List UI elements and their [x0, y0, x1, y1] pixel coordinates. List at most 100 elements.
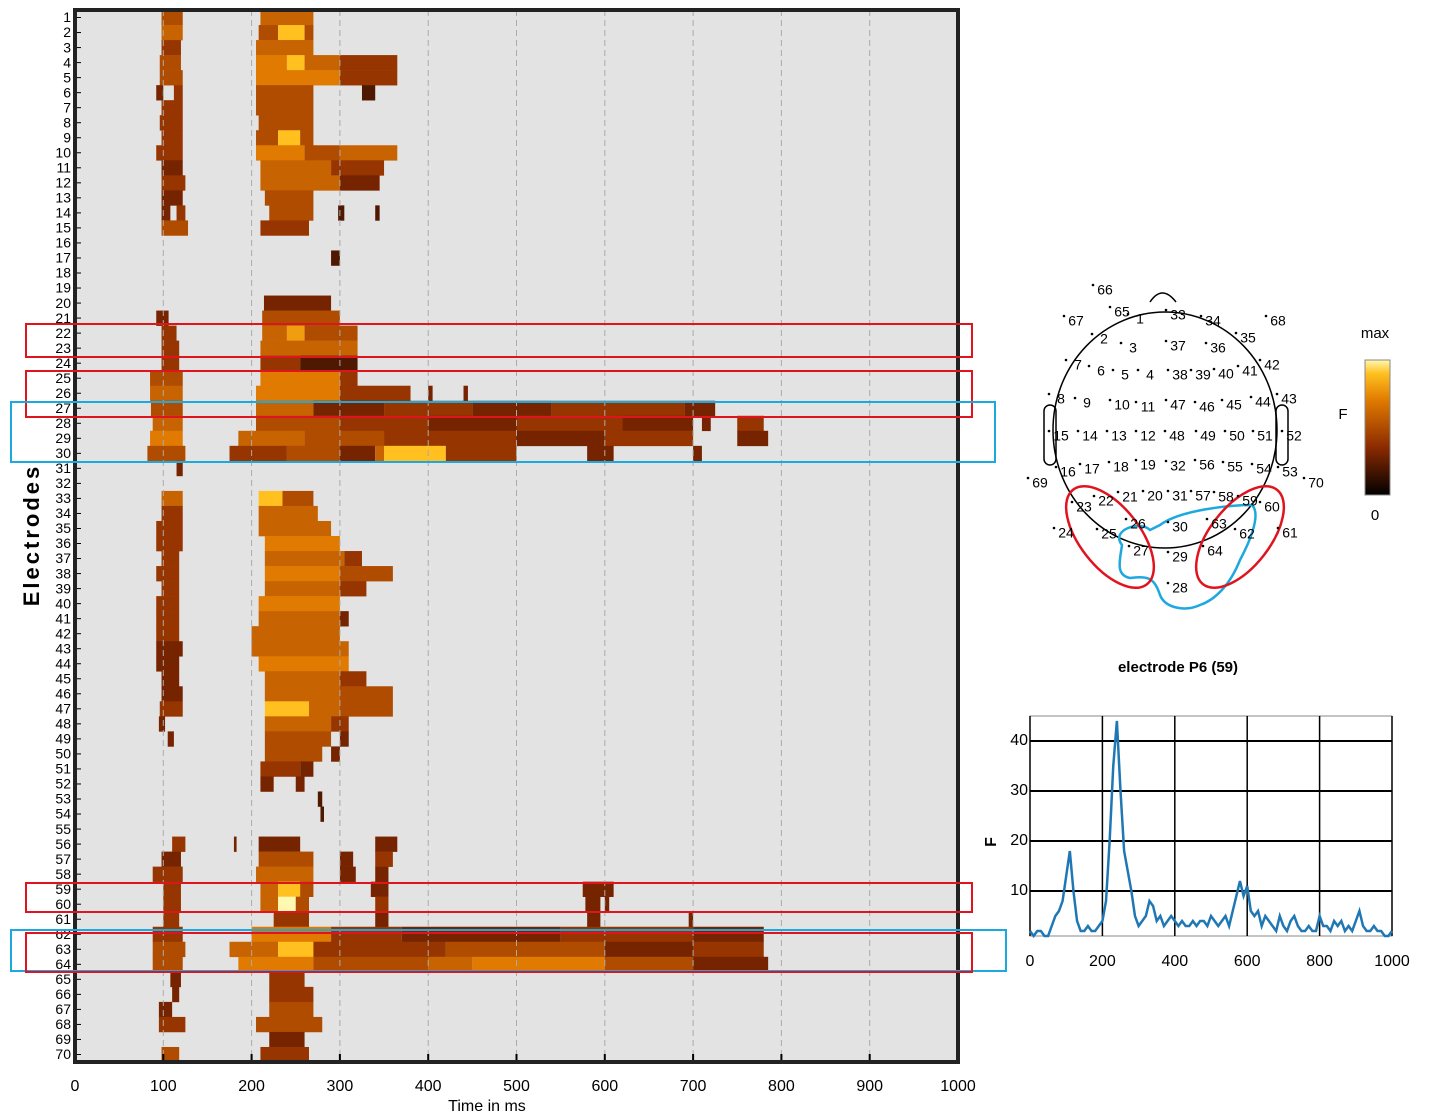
- heat-cell: [161, 340, 180, 356]
- heat-cell: [338, 205, 345, 221]
- electrode-label: 29: [1172, 549, 1188, 565]
- electrode-label: 45: [1226, 397, 1242, 413]
- y-tick-label: 46: [55, 686, 71, 702]
- electrode-dot: [1105, 429, 1109, 433]
- heat-cell: [161, 505, 183, 522]
- heat-cell: [161, 10, 183, 26]
- heat-cell: [516, 415, 623, 432]
- heat-cell: [161, 40, 181, 56]
- heat-cell: [152, 866, 183, 882]
- ear: [1275, 404, 1289, 466]
- electrode-label: 8: [1057, 391, 1065, 407]
- heat-cell: [229, 445, 287, 462]
- heat-cell: [256, 70, 340, 86]
- heat-cell: [260, 220, 309, 236]
- electrode-dot: [1090, 332, 1094, 336]
- y-tick-label: 57: [55, 851, 71, 867]
- heat-cell: [264, 581, 340, 597]
- highlight-box: [25, 370, 973, 418]
- heat-cell: [152, 956, 183, 973]
- heat-cell: [150, 370, 183, 387]
- heat-cell: [258, 505, 318, 522]
- heat-cell: [238, 956, 314, 973]
- heat-cell: [384, 400, 473, 417]
- heat-cell: [463, 385, 468, 402]
- heat-cell: [260, 160, 332, 176]
- heat-cell: [295, 776, 305, 792]
- heat-cell: [256, 40, 314, 56]
- heat-cell: [159, 115, 183, 131]
- electrode-dot: [1166, 520, 1170, 524]
- y-tick-label: 42: [55, 625, 71, 641]
- x-tick-label: 800: [768, 1078, 795, 1095]
- x-tick-label: 500: [503, 1078, 530, 1095]
- heat-cell: [156, 641, 183, 657]
- y-tick-label: 67: [55, 1001, 71, 1017]
- electrode-label: 17: [1084, 461, 1100, 477]
- y-tick-label: 43: [55, 640, 71, 656]
- heat-cell: [258, 490, 283, 507]
- heat-cell: [263, 295, 332, 311]
- electrode-label: 1: [1136, 311, 1144, 327]
- heat-cell: [156, 85, 164, 101]
- electrode-label: 51: [1257, 428, 1273, 444]
- electrode-label: 5: [1121, 367, 1129, 383]
- heat-cell: [286, 55, 305, 71]
- heat-cell: [304, 145, 340, 161]
- electrode-label: 57: [1195, 488, 1211, 504]
- heat-cell: [331, 160, 385, 176]
- heat-cell: [428, 415, 517, 432]
- electrode-label: 23: [1076, 499, 1092, 515]
- heat-cell: [278, 941, 314, 958]
- electrode-label: 21: [1122, 489, 1138, 505]
- highlight-box: [10, 401, 996, 463]
- y-tick-label: 40: [55, 595, 71, 611]
- electrode-dot: [1234, 331, 1238, 335]
- heat-cell: [256, 400, 314, 417]
- electrode-dot: [1073, 396, 1077, 400]
- heat-cell: [264, 701, 309, 717]
- electrode-label: 47: [1170, 397, 1186, 413]
- heat-cell: [161, 581, 180, 597]
- heat-cell: [701, 415, 711, 432]
- heat-cell: [304, 25, 314, 41]
- heat-cell: [256, 1016, 323, 1033]
- heat-cell: [150, 430, 183, 447]
- electrode-dot: [1220, 398, 1224, 402]
- heat-cell: [156, 611, 180, 627]
- y-tick-label: 55: [55, 821, 71, 837]
- electrode-dot: [1126, 312, 1130, 316]
- heat-cell: [693, 445, 702, 462]
- heat-cell: [172, 986, 180, 1003]
- y-tick-label: 61: [55, 911, 71, 927]
- heat-cell: [161, 100, 183, 116]
- heat-cell: [339, 370, 358, 387]
- y-axis-label: F: [983, 837, 1000, 847]
- electrode-dot: [1052, 526, 1056, 530]
- electrode-label: 35: [1240, 330, 1256, 346]
- electrode-label: 30: [1172, 519, 1188, 535]
- electrode-label: 2: [1100, 331, 1108, 347]
- electrode-label: 39: [1195, 367, 1211, 383]
- heat-cell: [260, 1046, 309, 1063]
- electrode-dot: [1164, 308, 1168, 312]
- electrode-label: 33: [1170, 307, 1186, 323]
- heat-cell: [428, 385, 433, 402]
- x-tick-label: 400: [1161, 953, 1188, 970]
- electrode-label: 42: [1264, 357, 1280, 373]
- y-tick-label: 38: [55, 565, 71, 581]
- heat-cell: [339, 866, 356, 882]
- heat-cell: [152, 941, 186, 958]
- heat-cell: [269, 205, 314, 221]
- electrode-label: 7: [1074, 357, 1082, 373]
- heat-cell: [344, 551, 362, 567]
- heat-cell: [256, 100, 314, 116]
- electrode-label: 50: [1229, 428, 1245, 444]
- electrode-label: 31: [1172, 488, 1188, 504]
- electrode-dot: [1166, 581, 1170, 585]
- heat-cell: [300, 761, 314, 777]
- heat-cell: [282, 490, 314, 507]
- y-tick-label: 24: [55, 355, 71, 371]
